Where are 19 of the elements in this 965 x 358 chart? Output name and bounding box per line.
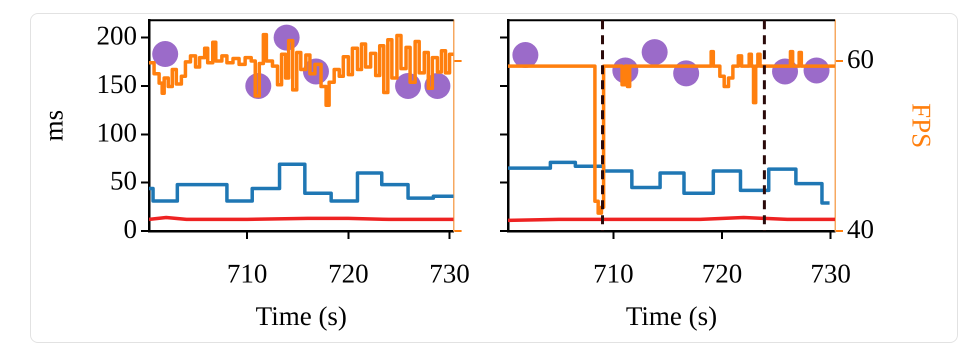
y-tick-label: 200 <box>96 20 137 51</box>
x-tick-label: 720 <box>702 258 742 288</box>
point <box>642 39 668 66</box>
y2-tick-label: 40 <box>847 214 874 244</box>
x-tick-label: 730 <box>810 258 851 288</box>
y-tick-label: 150 <box>96 69 137 100</box>
point <box>152 41 178 68</box>
y2-tick-label: 60 <box>847 44 874 74</box>
x-tick-label: 710 <box>593 258 634 288</box>
x-tick-label: 710 <box>226 258 268 288</box>
y-tick-label: 100 <box>96 117 137 148</box>
x-tick-label: 720 <box>328 258 369 288</box>
y-tick-label: 0 <box>124 214 137 244</box>
y2-axis-title: FPS <box>906 103 937 148</box>
y-tick-label: 50 <box>110 166 137 196</box>
x-axis-title: Time (s) <box>626 300 718 331</box>
x-axis-title: Time (s) <box>256 300 347 331</box>
y-axis-title: ms <box>38 110 68 142</box>
x-tick-label: 730 <box>429 258 470 288</box>
